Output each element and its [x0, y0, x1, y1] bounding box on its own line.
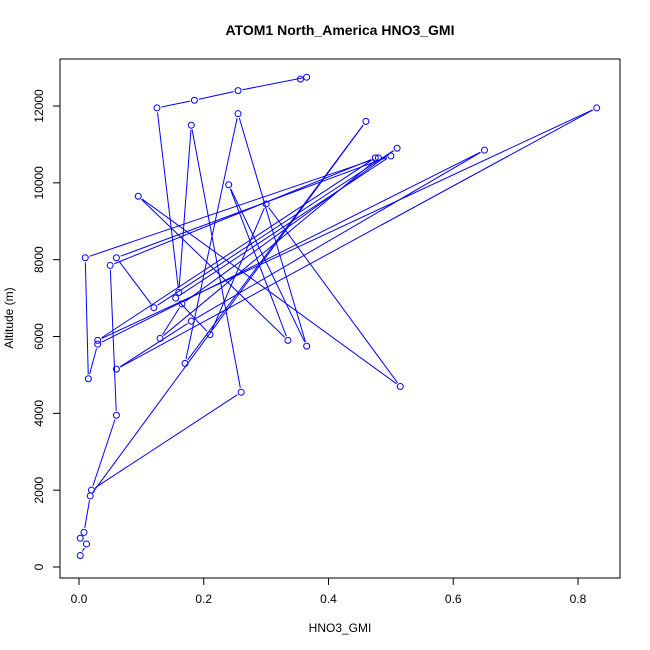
data-point	[134, 192, 142, 200]
series-segment	[162, 307, 180, 335]
data-point	[112, 254, 120, 262]
x-tick-label: 0.6	[445, 592, 462, 606]
series-segment	[101, 151, 481, 343]
data-point	[296, 75, 304, 83]
y-tick-label: 10000	[32, 166, 46, 200]
series-segment	[84, 500, 90, 529]
data-point	[76, 551, 84, 559]
data-point	[175, 288, 183, 296]
data-point	[82, 540, 90, 548]
series-segment	[163, 160, 376, 336]
chart-title: ATOM1 North_America HNO3_GMI	[226, 22, 455, 38]
series-segment	[141, 198, 397, 385]
y-tick-label: 4000	[32, 400, 46, 427]
data-point	[262, 200, 270, 208]
y-tick-label: 0	[32, 563, 46, 570]
y-tick-label: 6000	[32, 323, 46, 350]
series-segment	[89, 348, 98, 375]
data-point	[94, 336, 102, 344]
data-point	[362, 117, 370, 125]
data-point	[181, 359, 189, 367]
data-point	[303, 342, 311, 350]
series-segment	[89, 158, 375, 257]
series-segment	[114, 159, 372, 265]
y-tick-label: 2000	[32, 476, 46, 503]
series-segment	[109, 269, 117, 411]
y-tick-label: 12000	[32, 89, 46, 123]
data-point	[303, 73, 311, 81]
series-segment	[120, 109, 593, 368]
data-point	[237, 388, 245, 396]
data-point	[187, 121, 195, 129]
series-segment	[242, 77, 303, 91]
series-segment	[229, 188, 287, 337]
series-segment	[94, 394, 238, 489]
data-point	[112, 365, 120, 373]
series-segment	[185, 117, 238, 360]
data-point	[178, 300, 186, 308]
data-point	[234, 110, 242, 118]
series-segment	[268, 207, 398, 384]
series-segment	[92, 419, 116, 487]
series-segment	[191, 129, 241, 388]
series-segment	[211, 207, 265, 331]
x-axis: 0.0 0.2 0.4 0.6 0.8	[71, 577, 587, 606]
data-point	[172, 294, 180, 302]
series-layer	[76, 73, 601, 559]
data-point	[94, 340, 102, 348]
data-point	[480, 146, 488, 154]
data-point	[393, 144, 401, 152]
data-point	[106, 261, 114, 269]
x-tick-label: 0.2	[195, 592, 212, 606]
series-segment	[84, 262, 89, 375]
data-point	[153, 104, 161, 112]
series-segment	[118, 261, 152, 305]
series-segment	[194, 152, 481, 320]
series-segment	[101, 109, 593, 339]
y-axis-label: Altitude (m)	[2, 287, 16, 348]
data-point	[593, 104, 601, 112]
data-point	[374, 154, 382, 162]
data-point	[387, 152, 395, 160]
x-tick-label: 0.0	[71, 592, 88, 606]
series-segment	[185, 150, 394, 302]
data-point	[187, 317, 195, 325]
series-segment	[198, 91, 234, 100]
series-segment	[178, 129, 192, 288]
data-point	[87, 486, 95, 494]
x-tick-label: 0.4	[320, 592, 337, 606]
data-point	[371, 154, 379, 162]
data-point	[112, 411, 120, 419]
series-segment	[230, 188, 306, 343]
data-point	[234, 87, 242, 95]
y-tick-label: 8000	[32, 246, 46, 273]
series-segment	[157, 112, 179, 288]
series-segment	[179, 158, 388, 297]
data-point	[206, 331, 214, 339]
data-point	[190, 96, 198, 104]
data-point	[284, 336, 292, 344]
x-tick-label: 0.8	[570, 592, 587, 606]
x-axis-label: HNO3_GMI	[309, 621, 372, 635]
data-point	[84, 375, 92, 383]
data-point	[225, 181, 233, 189]
data-point	[396, 382, 404, 390]
data-point	[76, 534, 84, 542]
series-segment	[101, 159, 372, 339]
y-axis: 0 2000 4000 6000 8000 10000 12000	[32, 89, 61, 570]
data-point	[156, 334, 164, 342]
data-point	[150, 304, 158, 312]
series-segment	[81, 547, 85, 552]
series-segment	[119, 323, 188, 368]
data-point	[80, 528, 88, 536]
series-segment	[161, 100, 191, 108]
series-segment	[157, 150, 394, 306]
data-point	[86, 492, 94, 500]
data-point	[81, 254, 89, 262]
